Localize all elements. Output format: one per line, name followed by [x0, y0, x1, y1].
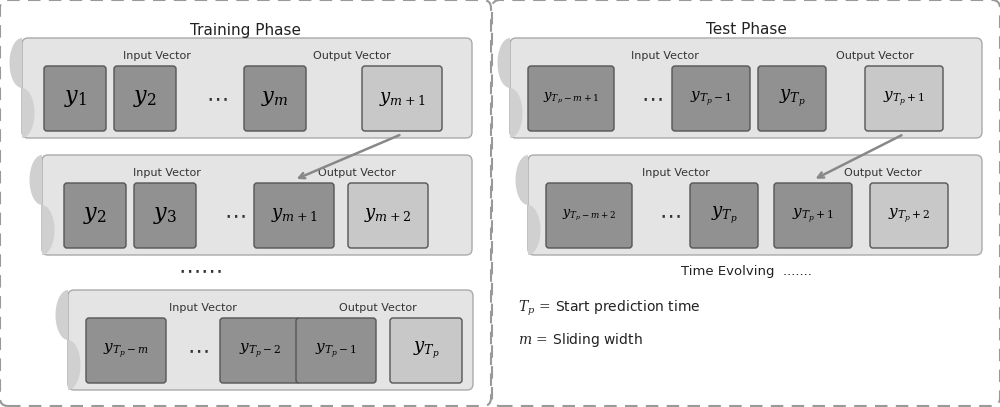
- FancyBboxPatch shape: [870, 183, 948, 248]
- Text: Input Vector: Input Vector: [169, 303, 237, 313]
- Text: $y_3$: $y_3$: [153, 205, 177, 226]
- Text: $y_{T_p-1}$: $y_{T_p-1}$: [315, 341, 357, 360]
- Text: $\cdots$: $\cdots$: [187, 341, 209, 361]
- Text: $y_{T_p+2}$: $y_{T_p+2}$: [888, 206, 930, 225]
- FancyBboxPatch shape: [546, 183, 632, 248]
- FancyBboxPatch shape: [690, 183, 758, 248]
- Text: Input Vector: Input Vector: [123, 51, 191, 61]
- FancyBboxPatch shape: [42, 155, 472, 255]
- FancyBboxPatch shape: [528, 155, 982, 255]
- Text: $y_{T_p-1}$: $y_{T_p-1}$: [690, 89, 732, 108]
- FancyBboxPatch shape: [254, 183, 334, 248]
- Text: Input Vector: Input Vector: [133, 168, 201, 178]
- Text: $y_{T_p+1}$: $y_{T_p+1}$: [883, 89, 925, 108]
- FancyBboxPatch shape: [22, 38, 472, 138]
- FancyBboxPatch shape: [390, 318, 462, 383]
- Text: $y_{T_p-m}$: $y_{T_p-m}$: [103, 341, 149, 360]
- FancyBboxPatch shape: [672, 66, 750, 131]
- FancyBboxPatch shape: [296, 318, 376, 383]
- Text: Input Vector: Input Vector: [642, 168, 710, 178]
- Polygon shape: [516, 155, 540, 255]
- FancyBboxPatch shape: [44, 66, 106, 131]
- Text: $y_{T_p}$: $y_{T_p}$: [779, 88, 805, 109]
- Text: Test Phase: Test Phase: [706, 22, 786, 37]
- FancyBboxPatch shape: [68, 290, 473, 390]
- Text: $\cdots\cdots$: $\cdots\cdots$: [178, 260, 222, 280]
- Text: $y_{m+1}$: $y_{m+1}$: [379, 90, 425, 107]
- Text: $\cdots$: $\cdots$: [206, 88, 228, 109]
- Polygon shape: [30, 155, 54, 255]
- Text: $y_{T_p-2}$: $y_{T_p-2}$: [239, 341, 281, 360]
- Text: $\cdots$: $\cdots$: [659, 206, 681, 225]
- Polygon shape: [498, 38, 522, 138]
- Text: $y_{T_p+1}$: $y_{T_p+1}$: [792, 206, 834, 225]
- Text: $y_m$: $y_m$: [261, 88, 289, 109]
- Text: Output Vector: Output Vector: [318, 168, 396, 178]
- Text: $y_{m+2}$: $y_{m+2}$: [364, 206, 412, 225]
- FancyBboxPatch shape: [220, 318, 300, 383]
- Text: $\cdots$: $\cdots$: [224, 206, 246, 225]
- FancyBboxPatch shape: [134, 183, 196, 248]
- Text: $y_{T_p-m+2}$: $y_{T_p-m+2}$: [562, 208, 616, 223]
- Text: $y_{T_p}$: $y_{T_p}$: [711, 205, 737, 226]
- FancyBboxPatch shape: [774, 183, 852, 248]
- Text: $T_p\,=\,$Start prediction time: $T_p\,=\,$Start prediction time: [518, 298, 700, 317]
- Text: $m\,=\,$Sliding width: $m\,=\,$Sliding width: [518, 331, 643, 349]
- FancyBboxPatch shape: [114, 66, 176, 131]
- Text: $y_2$: $y_2$: [83, 205, 107, 226]
- Text: $y_{T_p}$: $y_{T_p}$: [413, 340, 439, 361]
- Text: $\cdots$: $\cdots$: [641, 88, 663, 109]
- FancyBboxPatch shape: [362, 66, 442, 131]
- FancyBboxPatch shape: [865, 66, 943, 131]
- Polygon shape: [10, 38, 34, 138]
- FancyBboxPatch shape: [510, 38, 982, 138]
- Text: Training Phase: Training Phase: [190, 22, 301, 37]
- FancyBboxPatch shape: [244, 66, 306, 131]
- FancyBboxPatch shape: [758, 66, 826, 131]
- Text: Output Vector: Output Vector: [313, 51, 391, 61]
- Text: $y_{m+1}$: $y_{m+1}$: [271, 206, 317, 225]
- FancyBboxPatch shape: [86, 318, 166, 383]
- Text: Output Vector: Output Vector: [339, 303, 417, 313]
- Text: Time Evolving  .......: Time Evolving .......: [681, 265, 811, 278]
- Polygon shape: [56, 290, 80, 390]
- FancyBboxPatch shape: [348, 183, 428, 248]
- Text: Output Vector: Output Vector: [844, 168, 922, 178]
- Text: $y_2$: $y_2$: [133, 88, 157, 109]
- Text: Output Vector: Output Vector: [836, 51, 914, 61]
- FancyBboxPatch shape: [528, 66, 614, 131]
- Text: $y_{T_p-m+1}$: $y_{T_p-m+1}$: [543, 91, 599, 106]
- Text: Input Vector: Input Vector: [631, 51, 699, 61]
- Text: $y_1$: $y_1$: [64, 88, 86, 109]
- FancyBboxPatch shape: [64, 183, 126, 248]
